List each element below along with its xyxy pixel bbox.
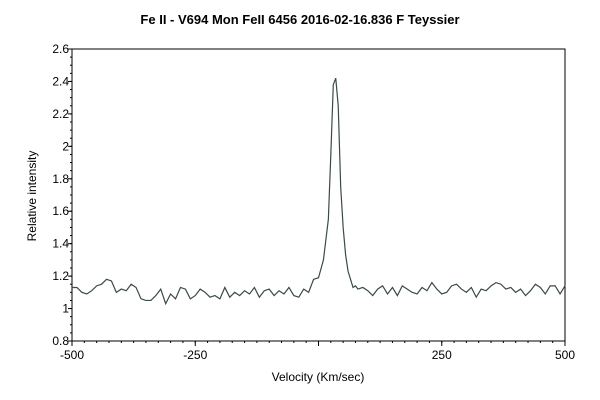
x-tick-label: -500 bbox=[60, 348, 84, 362]
x-tick-label: -250 bbox=[183, 348, 207, 362]
chart-title: Fe II - V694 Mon FeII 6456 2016-02-16.83… bbox=[140, 12, 459, 27]
y-tick-label: 1.6 bbox=[52, 204, 69, 218]
spectrum-line bbox=[72, 77, 566, 306]
y-tick-label: 1 bbox=[62, 302, 69, 316]
y-tick-label: 1.2 bbox=[52, 269, 69, 283]
y-tick-label: 1.4 bbox=[52, 237, 69, 251]
y-tick-label: 2 bbox=[62, 139, 69, 153]
y-axis-label: Relative intensity bbox=[25, 151, 39, 242]
y-tick-label: 2.6 bbox=[52, 42, 69, 56]
x-tick-label: 500 bbox=[555, 348, 575, 362]
x-axis-label: Velocity (Km/sec) bbox=[272, 370, 365, 384]
plot-area bbox=[71, 48, 566, 342]
y-tick-label: 1.8 bbox=[52, 172, 69, 186]
y-tick-label: 2.2 bbox=[52, 107, 69, 121]
y-tick-label: 2.4 bbox=[52, 74, 69, 88]
x-tick-label: 250 bbox=[432, 348, 452, 362]
y-tick-label: 0.8 bbox=[52, 334, 69, 348]
y-axis: 0.8 1 1.2 1.4 1.6 1.8 2 2.2 2.4 2.6 bbox=[52, 42, 72, 348]
x-axis: -500 -250 250 500 bbox=[60, 341, 575, 362]
